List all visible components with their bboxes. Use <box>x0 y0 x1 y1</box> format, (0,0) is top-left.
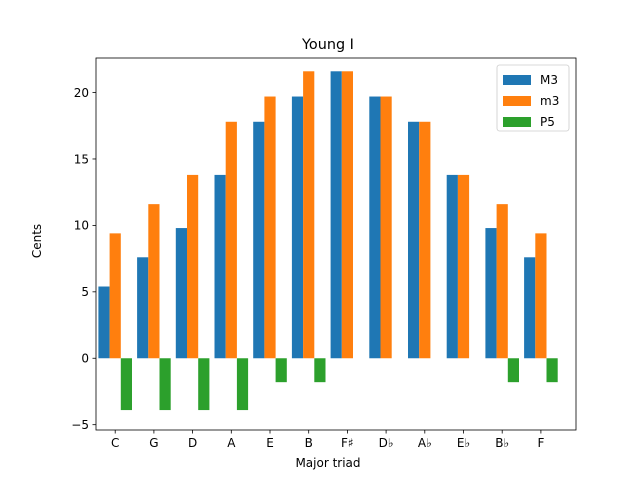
y-tick-label-2: 5 <box>81 285 89 299</box>
bar-p5-0 <box>120 358 132 411</box>
bar-p5-3 <box>236 358 249 411</box>
bar-m3-0 <box>98 286 110 359</box>
legend-swatch-p5 <box>503 117 531 127</box>
bar-p5-4 <box>275 358 287 383</box>
bar-m3-10 <box>485 228 497 359</box>
legend-swatch-m3 <box>503 96 531 106</box>
axes-frame <box>95 57 577 431</box>
bar-m3-9 <box>457 174 470 359</box>
chart-title: Young I <box>301 37 354 53</box>
x-tick-label-6: F♯ <box>341 436 354 450</box>
bar-m3-2 <box>175 228 187 359</box>
x-tick-label-0: C <box>111 436 119 450</box>
bar-p5-10 <box>507 358 519 383</box>
x-tick-label-11: F <box>537 436 544 450</box>
y-tick-label-0: −5 <box>71 418 89 432</box>
bar-m3-4 <box>264 96 276 359</box>
bar-m3-3 <box>225 121 237 359</box>
bar-m3-6 <box>341 71 353 359</box>
bar-m3-5 <box>303 71 315 359</box>
bar-p5-1 <box>159 358 171 411</box>
plot-area: −5 0 5 10 15 20 C G D A E B F♯ D♭ A♭ E♭ B♭ F <box>71 57 577 450</box>
bar-m3-10 <box>496 204 508 359</box>
legend-label-m3: M3 <box>540 73 558 87</box>
bar-m3-9 <box>446 174 458 359</box>
x-tick-label-4: E <box>266 436 274 450</box>
x-tick-label-7: D♭ <box>379 436 394 450</box>
bar-m3-11 <box>524 257 536 359</box>
bar-m3-7 <box>369 96 381 359</box>
bar-m3-1 <box>137 257 149 359</box>
bar-m3-11 <box>535 233 547 359</box>
x-tick-label-9: E♭ <box>457 436 470 450</box>
y-tick-label-3: 10 <box>74 219 89 233</box>
bar-m3-3 <box>214 174 226 359</box>
y-tick-label-1: 0 <box>81 352 89 366</box>
legend-label-p5: P5 <box>540 115 555 129</box>
bar-m3-7 <box>380 96 392 359</box>
x-tick-label-1: G <box>149 436 158 450</box>
x-tick-label-5: B <box>305 436 313 450</box>
bar-m3-8 <box>408 121 420 359</box>
bar-m3-6 <box>330 71 342 359</box>
legend-swatch-m3 <box>503 75 531 85</box>
x-tick-label-3: A <box>227 436 236 450</box>
bar-p5-2 <box>198 358 210 411</box>
bar-p5-11 <box>546 358 558 383</box>
bar-m3-1 <box>148 204 160 359</box>
y-tick-label-4: 15 <box>74 152 89 166</box>
y-axis-label: Cents <box>30 224 44 258</box>
legend: M3 m3 P5 <box>496 64 570 132</box>
y-tick-label-5: 20 <box>74 86 89 100</box>
legend-label-m3: m3 <box>540 94 559 108</box>
bar-m3-2 <box>187 174 199 359</box>
x-tick-label-8: A♭ <box>418 436 432 450</box>
bar-m3-4 <box>253 121 265 359</box>
x-tick-label-10: B♭ <box>495 436 509 450</box>
bar-m3-0 <box>109 233 121 359</box>
bar-p5-5 <box>314 358 326 383</box>
x-axis-label: Major triad <box>295 456 360 470</box>
x-tick-label-2: D <box>188 436 197 450</box>
bar-m3-8 <box>419 121 431 359</box>
bar-m3-5 <box>291 96 304 359</box>
